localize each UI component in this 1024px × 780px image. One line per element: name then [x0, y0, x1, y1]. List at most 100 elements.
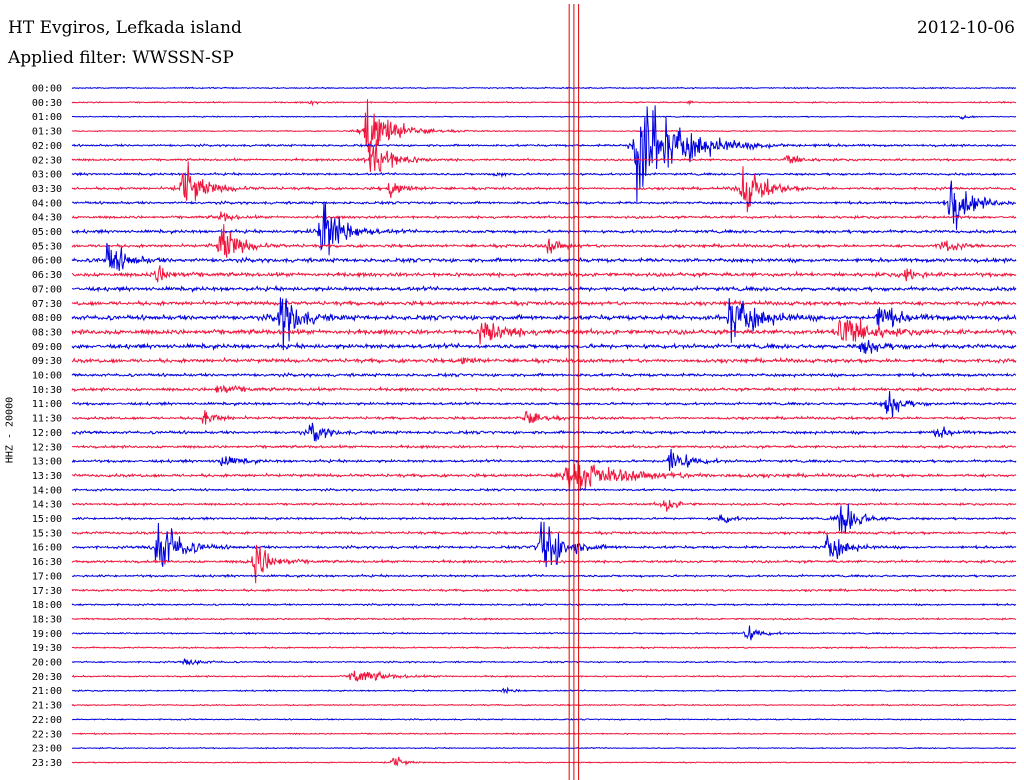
time-tick-label: 14:00 — [32, 485, 62, 496]
trace-line — [71, 297, 1017, 351]
trace-line — [71, 105, 1017, 202]
time-tick-label: 17:00 — [32, 571, 62, 582]
time-tick-label: 23:00 — [32, 744, 62, 755]
trace-line — [71, 443, 1016, 450]
trace-line — [71, 410, 1017, 425]
trace-line — [71, 703, 1016, 707]
trace-line — [71, 384, 1017, 393]
time-tick-label: 05:00 — [32, 227, 62, 238]
trace-line — [71, 460, 1017, 492]
time-tick-label: 17:30 — [32, 586, 62, 597]
time-tick-label: 06:00 — [32, 256, 62, 267]
trace-line — [71, 573, 1017, 579]
time-tick-label: 10:30 — [32, 385, 62, 396]
time-tick-label: 07:00 — [32, 284, 62, 295]
time-tick-label: 00:30 — [32, 98, 62, 109]
time-tick-label: 03:30 — [32, 184, 62, 195]
trace-line — [71, 448, 1017, 472]
filter-label: Applied filter: WWSSN-SP — [8, 48, 234, 68]
time-tick-label: 20:00 — [32, 658, 62, 669]
time-tick-label: 03:00 — [32, 170, 62, 181]
time-tick-label: 10:00 — [32, 371, 62, 382]
time-tick-label: 19:00 — [32, 629, 62, 640]
time-tick-label: 04:00 — [32, 198, 62, 209]
time-tick-label: 13:00 — [32, 457, 62, 468]
trace-line — [71, 616, 1017, 621]
time-tick-label: 12:00 — [32, 428, 62, 439]
trace-line — [71, 339, 1017, 354]
time-tick-label: 05:30 — [32, 241, 62, 252]
trace-line — [71, 211, 1017, 222]
time-tick-label: 21:30 — [32, 701, 62, 712]
trace-line — [71, 265, 1017, 283]
trace-line — [71, 299, 1017, 308]
trace-line — [71, 544, 1017, 584]
seismic-traces — [71, 86, 1017, 767]
trace-line — [71, 356, 1017, 365]
time-tick-label: 02:30 — [32, 155, 62, 166]
trace-line — [71, 139, 1017, 172]
trace-line — [71, 99, 1017, 163]
trace-line — [71, 180, 1017, 230]
time-tick-label: 07:30 — [32, 299, 62, 310]
time-tick-label: 18:00 — [32, 600, 62, 611]
time-tick-label: 16:30 — [32, 557, 62, 568]
trace-line — [71, 99, 1017, 107]
trace-line — [71, 86, 1017, 90]
time-tick-label: 12:30 — [32, 442, 62, 453]
time-tick-label: 01:00 — [32, 112, 62, 123]
trace-line — [71, 503, 1017, 534]
time-tick-label: 06:30 — [32, 270, 62, 281]
time-tick-label: 18:30 — [32, 614, 62, 625]
time-tick-label: 11:30 — [32, 414, 62, 425]
trace-line — [71, 625, 1017, 641]
trace-line — [71, 318, 1017, 345]
trace-line — [71, 756, 1017, 767]
calibration-markers — [568, 4, 580, 780]
trace-line — [71, 717, 1017, 721]
time-tick-label: 22:00 — [32, 715, 62, 726]
time-tick-label: 09:30 — [32, 356, 62, 367]
trace-line — [71, 201, 1017, 256]
trace-line — [71, 602, 1017, 607]
trace-line — [71, 284, 1017, 294]
time-tick-label: 14:30 — [32, 500, 62, 511]
time-tick-label: 22:30 — [32, 729, 62, 740]
time-tick-label: 08:30 — [32, 327, 62, 338]
trace-line — [71, 422, 1017, 442]
time-tick-label: 15:00 — [32, 514, 62, 525]
time-tick-label: 16:00 — [32, 543, 62, 554]
time-tick-label: 08:00 — [32, 313, 62, 324]
trace-line — [71, 487, 1017, 493]
time-tick-label: 11:00 — [32, 399, 62, 410]
trace-line — [71, 645, 1017, 650]
time-tick-label: 23:30 — [32, 758, 62, 769]
station-title: HT Evgiros, Lefkada island — [8, 18, 242, 38]
trace-line — [72, 732, 1017, 736]
trace-line — [71, 390, 1017, 418]
time-tick-label: 01:30 — [32, 127, 62, 138]
trace-line — [71, 658, 1017, 666]
trace-line — [71, 670, 1017, 682]
trace-line — [71, 499, 1017, 512]
time-tick-labels: 00:00 00:30 01:00 01:30 02:00 02:30 03:00 03:30… — [32, 84, 62, 769]
time-tick-label: 15:30 — [32, 528, 62, 539]
time-tick-label: 13:30 — [32, 471, 62, 482]
trace-line — [71, 242, 1017, 272]
time-tick-label: 20:30 — [32, 672, 62, 683]
time-tick-label: 00:00 — [32, 84, 62, 95]
time-tick-label: 02:00 — [32, 141, 62, 152]
trace-line — [71, 171, 1017, 179]
trace-line — [71, 686, 1017, 695]
trace-line — [71, 371, 1017, 379]
date-label: 2012-10-06 — [916, 18, 1015, 38]
trace-line — [71, 587, 1017, 593]
trace-line — [72, 114, 1017, 120]
trace-line — [72, 746, 1017, 750]
trace-line — [71, 224, 1017, 258]
time-tick-label: 21:00 — [32, 686, 62, 697]
time-tick-label: 04:30 — [32, 213, 62, 224]
trace-line — [71, 521, 1017, 568]
time-tick-label: 19:30 — [32, 643, 62, 654]
